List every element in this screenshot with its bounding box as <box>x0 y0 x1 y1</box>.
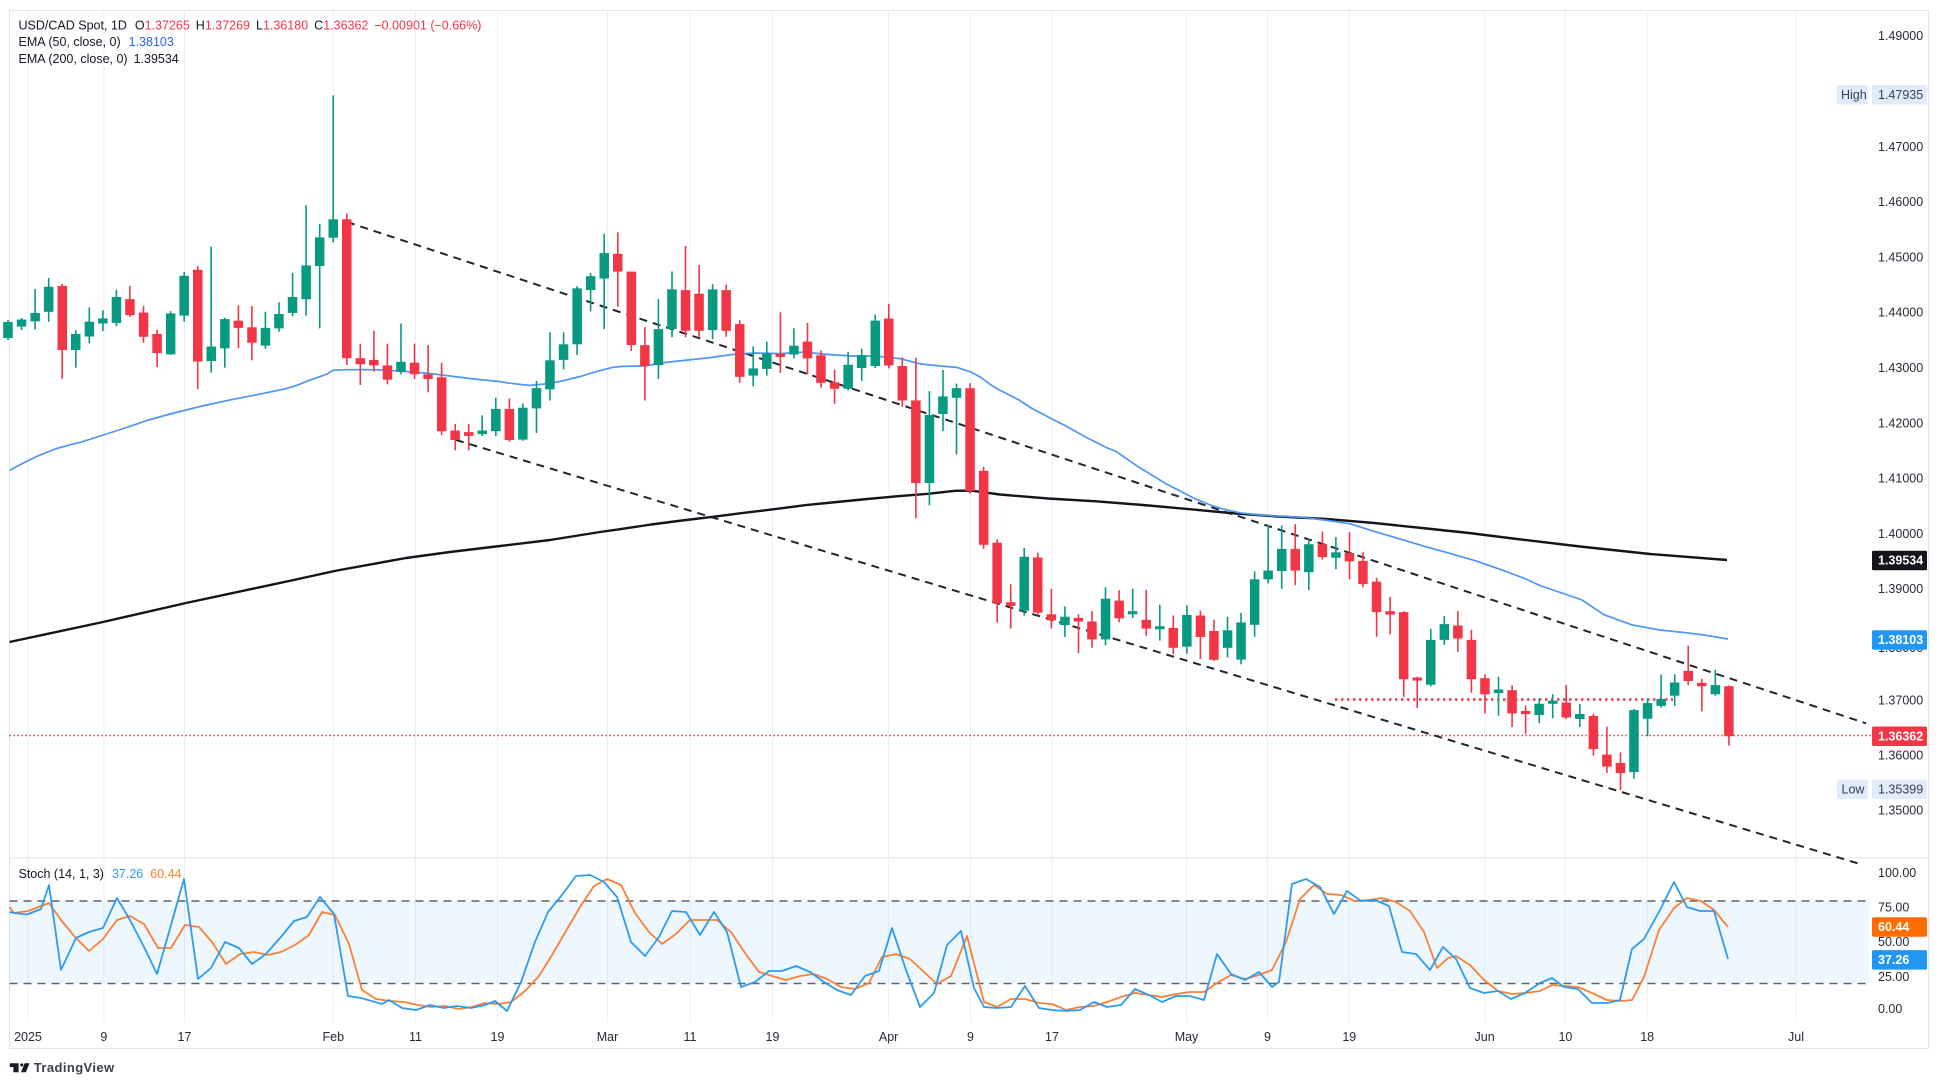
svg-text:1.41000: 1.41000 <box>1878 472 1923 486</box>
svg-text:EMA (200, close, 0)1.39534: EMA (200, close, 0) 1.39534 <box>19 52 179 66</box>
svg-text:25.00: 25.00 <box>1878 970 1909 984</box>
svg-text:Low: Low <box>1842 783 1866 797</box>
svg-text:1.39000: 1.39000 <box>1878 582 1923 596</box>
svg-text:9: 9 <box>1264 1030 1271 1044</box>
svg-text:1.35000: 1.35000 <box>1878 804 1923 818</box>
svg-text:17: 17 <box>178 1030 192 1044</box>
svg-text:EMA (50, close, 0)1.38103: EMA (50, close, 0) 1.38103 <box>19 35 174 49</box>
svg-text:75.00: 75.00 <box>1878 901 1909 915</box>
svg-text:10: 10 <box>1558 1030 1572 1044</box>
svg-text:1.44000: 1.44000 <box>1878 306 1923 320</box>
svg-text:1.49000: 1.49000 <box>1878 29 1923 43</box>
svg-text:TradingView: TradingView <box>34 1060 115 1075</box>
svg-text:100.00: 100.00 <box>1878 866 1916 880</box>
svg-text:0.00: 0.00 <box>1878 1002 1902 1016</box>
svg-text:19: 19 <box>1342 1030 1356 1044</box>
svg-text:1.36000: 1.36000 <box>1878 748 1923 762</box>
svg-text:11: 11 <box>684 1030 697 1044</box>
svg-text:Feb: Feb <box>323 1030 345 1044</box>
svg-text:60.44: 60.44 <box>1878 920 1909 934</box>
svg-text:1.38103: 1.38103 <box>1878 633 1923 647</box>
svg-text:17: 17 <box>1045 1030 1059 1044</box>
svg-text:Apr: Apr <box>879 1030 898 1044</box>
svg-text:9: 9 <box>967 1030 974 1044</box>
svg-text:May: May <box>1175 1030 1199 1044</box>
svg-text:1.46000: 1.46000 <box>1878 195 1923 209</box>
svg-text:1.37000: 1.37000 <box>1878 694 1923 708</box>
svg-text:19: 19 <box>491 1030 505 1044</box>
svg-text:2025: 2025 <box>14 1030 42 1044</box>
svg-text:1.40000: 1.40000 <box>1878 527 1923 541</box>
svg-text:19: 19 <box>766 1030 780 1044</box>
svg-text:1.42000: 1.42000 <box>1878 416 1923 430</box>
svg-text:Jul: Jul <box>1788 1030 1804 1044</box>
svg-text:Jun: Jun <box>1475 1030 1495 1044</box>
svg-text:50.00: 50.00 <box>1878 935 1909 949</box>
svg-text:1.47000: 1.47000 <box>1878 140 1923 154</box>
svg-text:1.45000: 1.45000 <box>1878 250 1923 264</box>
svg-text:1.36362: 1.36362 <box>1878 730 1923 744</box>
svg-text:Mar: Mar <box>597 1030 619 1044</box>
svg-text:1.35399: 1.35399 <box>1878 783 1923 797</box>
svg-text:1.39534: 1.39534 <box>1878 554 1923 568</box>
svg-text:11: 11 <box>409 1030 422 1044</box>
svg-text:37.26: 37.26 <box>1878 953 1909 967</box>
svg-text:18: 18 <box>1640 1030 1654 1044</box>
svg-text:9: 9 <box>100 1030 107 1044</box>
svg-text:1.43000: 1.43000 <box>1878 361 1923 375</box>
svg-text:High: High <box>1841 88 1867 102</box>
svg-text:1.47935: 1.47935 <box>1878 88 1923 102</box>
